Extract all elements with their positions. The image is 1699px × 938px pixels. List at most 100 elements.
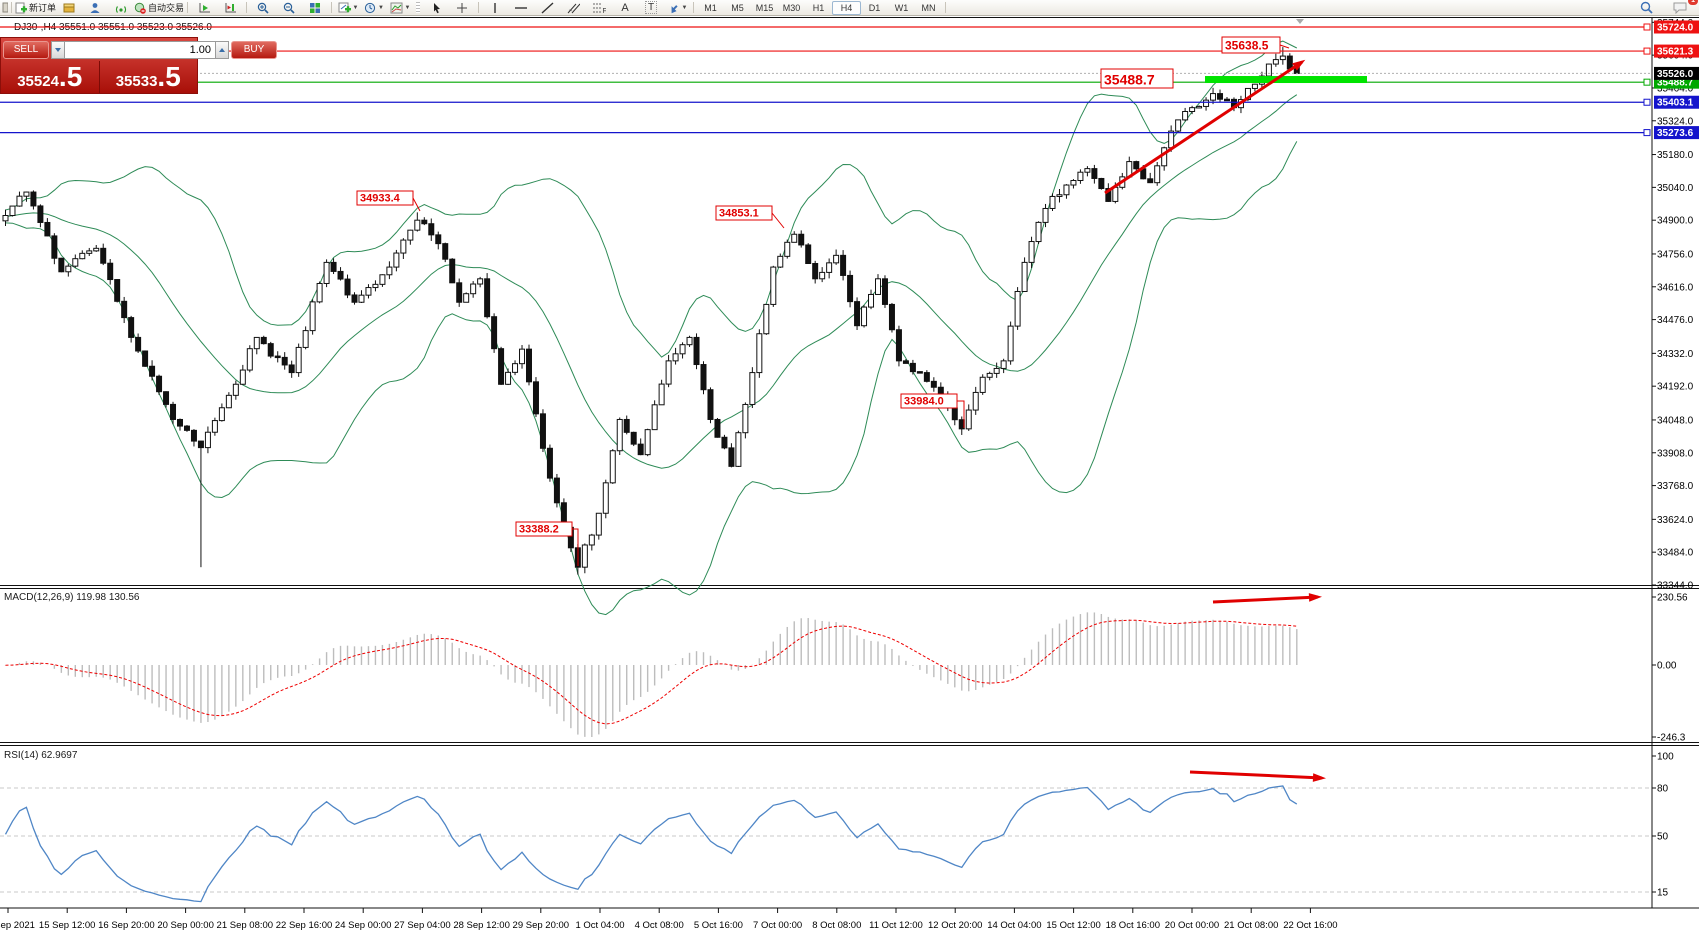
timeframe-D1[interactable]: D1 bbox=[868, 2, 881, 13]
timeframe-M5[interactable]: M5 bbox=[731, 2, 744, 13]
svg-text:33768.0: 33768.0 bbox=[1657, 481, 1694, 492]
timeframe-H1[interactable]: H1 bbox=[812, 2, 825, 13]
svg-text:34616.0: 34616.0 bbox=[1657, 282, 1694, 293]
svg-text:15: 15 bbox=[1657, 888, 1669, 899]
svg-text:22 Sep 16:00: 22 Sep 16:00 bbox=[276, 920, 333, 931]
sell-button[interactable]: SELL bbox=[3, 40, 49, 59]
svg-text:35621.3: 35621.3 bbox=[1657, 47, 1694, 58]
text-tool[interactable]: A bbox=[621, 1, 629, 14]
svg-text:34048.0: 34048.0 bbox=[1657, 415, 1694, 426]
cursor-icon[interactable] bbox=[423, 1, 449, 14]
svg-text:35040.0: 35040.0 bbox=[1657, 183, 1694, 194]
svg-text:34853.1: 34853.1 bbox=[719, 208, 759, 220]
new-order-button[interactable]: 新订单 bbox=[15, 1, 56, 14]
chevron-up-icon bbox=[219, 47, 225, 52]
timeframe-H4[interactable]: H4 bbox=[832, 0, 862, 15]
svg-text:35273.6: 35273.6 bbox=[1657, 128, 1694, 139]
autotrading-button[interactable]: 自动交易 bbox=[134, 1, 184, 14]
svg-text:230.56: 230.56 bbox=[1657, 593, 1688, 604]
volume-increase-button[interactable] bbox=[215, 40, 229, 59]
timeframe-M30[interactable]: M30 bbox=[782, 2, 801, 13]
svg-text:0.00: 0.00 bbox=[1657, 661, 1677, 672]
svg-text:35526.0: 35526.0 bbox=[1657, 69, 1694, 80]
navigator-icon[interactable] bbox=[82, 1, 108, 14]
clock-icon bbox=[364, 2, 376, 13]
svg-text:-246.3: -246.3 bbox=[1657, 733, 1686, 744]
svg-text:11 Oct 12:00: 11 Oct 12:00 bbox=[869, 920, 923, 931]
price-label-box bbox=[515, 521, 573, 537]
horizontal-line-tool[interactable] bbox=[508, 1, 534, 14]
buy-price[interactable]: 35533.5 bbox=[115, 61, 181, 92]
zoom-in-icon[interactable] bbox=[250, 1, 276, 14]
svg-text:33484.0: 33484.0 bbox=[1657, 548, 1694, 559]
price-label-box bbox=[1100, 68, 1174, 89]
timeframe-group: M1 M5 M15 M30 H1 H4 D1 W1 MN bbox=[697, 0, 942, 15]
macd-label: MACD(12,26,9) 119.98 130.56 bbox=[4, 592, 140, 603]
svg-text:21 Sep 08:00: 21 Sep 08:00 bbox=[217, 920, 274, 931]
search-icon[interactable] bbox=[1633, 1, 1659, 14]
new-chart-button[interactable]: ▼ bbox=[335, 1, 361, 14]
svg-text:12 Oct 20:00: 12 Oct 20:00 bbox=[928, 920, 982, 931]
svg-text:33388.2: 33388.2 bbox=[519, 524, 559, 536]
svg-text:F: F bbox=[603, 8, 607, 14]
timeframe-MN[interactable]: MN bbox=[921, 2, 936, 13]
rsi-panel: 100 80 50 15 bbox=[0, 752, 1674, 903]
signal-icon[interactable] bbox=[108, 1, 134, 14]
svg-text:35724.0: 35724.0 bbox=[1657, 23, 1694, 34]
candles bbox=[2, 47, 1300, 575]
timeframe-W1[interactable]: W1 bbox=[894, 2, 909, 13]
svg-text:16 Sep 20:00: 16 Sep 20:00 bbox=[98, 920, 155, 931]
fibonacci-tool[interactable]: F bbox=[586, 1, 612, 14]
svg-text:20 Sep 00:00: 20 Sep 00:00 bbox=[157, 920, 214, 931]
svg-text:50: 50 bbox=[1657, 832, 1669, 843]
svg-text:35638.5: 35638.5 bbox=[1225, 39, 1269, 53]
crosshair-icon[interactable] bbox=[449, 1, 475, 14]
market-watch-icon[interactable] bbox=[56, 1, 82, 14]
svg-text:34933.4: 34933.4 bbox=[360, 193, 401, 205]
text-label-tool[interactable]: T bbox=[638, 1, 664, 14]
svg-text:34756.0: 34756.0 bbox=[1657, 249, 1694, 260]
periods-button[interactable]: ▼ bbox=[361, 1, 387, 14]
chart-shift-marker bbox=[1296, 19, 1304, 24]
volume-input[interactable] bbox=[65, 40, 215, 59]
svg-text:34900.0: 34900.0 bbox=[1657, 216, 1694, 227]
zoom-out-icon[interactable] bbox=[276, 1, 302, 14]
new-order-icon bbox=[15, 2, 27, 13]
svg-text:14 Sep 2021: 14 Sep 2021 bbox=[0, 920, 35, 931]
svg-text:80: 80 bbox=[1657, 784, 1669, 795]
templates-button[interactable]: ▼ bbox=[387, 1, 413, 14]
chevron-down-icon bbox=[55, 47, 61, 52]
chart-shift-icon[interactable] bbox=[191, 1, 217, 14]
svg-text:33344.0: 33344.0 bbox=[1657, 581, 1694, 592]
channel-tool[interactable] bbox=[560, 1, 586, 14]
bollinger-bands bbox=[5, 40, 1298, 616]
trendline-tool[interactable] bbox=[534, 1, 560, 14]
svg-text:14 Oct 04:00: 14 Oct 04:00 bbox=[987, 920, 1041, 931]
clipped-icon[interactable] bbox=[0, 1, 8, 14]
autotrading-icon bbox=[134, 2, 146, 14]
arrows-tool[interactable]: ▼ bbox=[664, 1, 690, 14]
chart-autoscroll-icon[interactable] bbox=[217, 1, 243, 14]
svg-text:100: 100 bbox=[1657, 752, 1674, 763]
svg-text:22 Oct 16:00: 22 Oct 16:00 bbox=[1283, 920, 1337, 931]
svg-text:5 Oct 16:00: 5 Oct 16:00 bbox=[694, 920, 743, 931]
timeframe-M15[interactable]: M15 bbox=[755, 2, 774, 13]
price-label-box bbox=[1221, 36, 1281, 54]
chat-icon[interactable]: 1 bbox=[1667, 0, 1698, 14]
one-click-trading-panel: SELL BUY 35524.5 35533.5 bbox=[0, 37, 277, 94]
sell-price[interactable]: 35524.5 bbox=[17, 61, 83, 92]
svg-text:15 Oct 12:00: 15 Oct 12:00 bbox=[1046, 920, 1100, 931]
timeframe-M1[interactable]: M1 bbox=[704, 2, 717, 13]
buy-button[interactable]: BUY bbox=[231, 40, 277, 59]
price-annotations: 35638.5 35488.7 34933.4 34853.1 33984.0 33388… bbox=[356, 36, 1290, 566]
svg-text:27 Sep 04:00: 27 Sep 04:00 bbox=[394, 920, 451, 931]
vertical-line-tool[interactable] bbox=[482, 1, 508, 14]
svg-text:35488.7: 35488.7 bbox=[1104, 72, 1155, 88]
tile-windows-icon[interactable] bbox=[302, 1, 328, 14]
new-chart-icon bbox=[338, 2, 351, 12]
price-label-box bbox=[900, 393, 958, 409]
volume-decrease-button[interactable] bbox=[51, 40, 65, 59]
